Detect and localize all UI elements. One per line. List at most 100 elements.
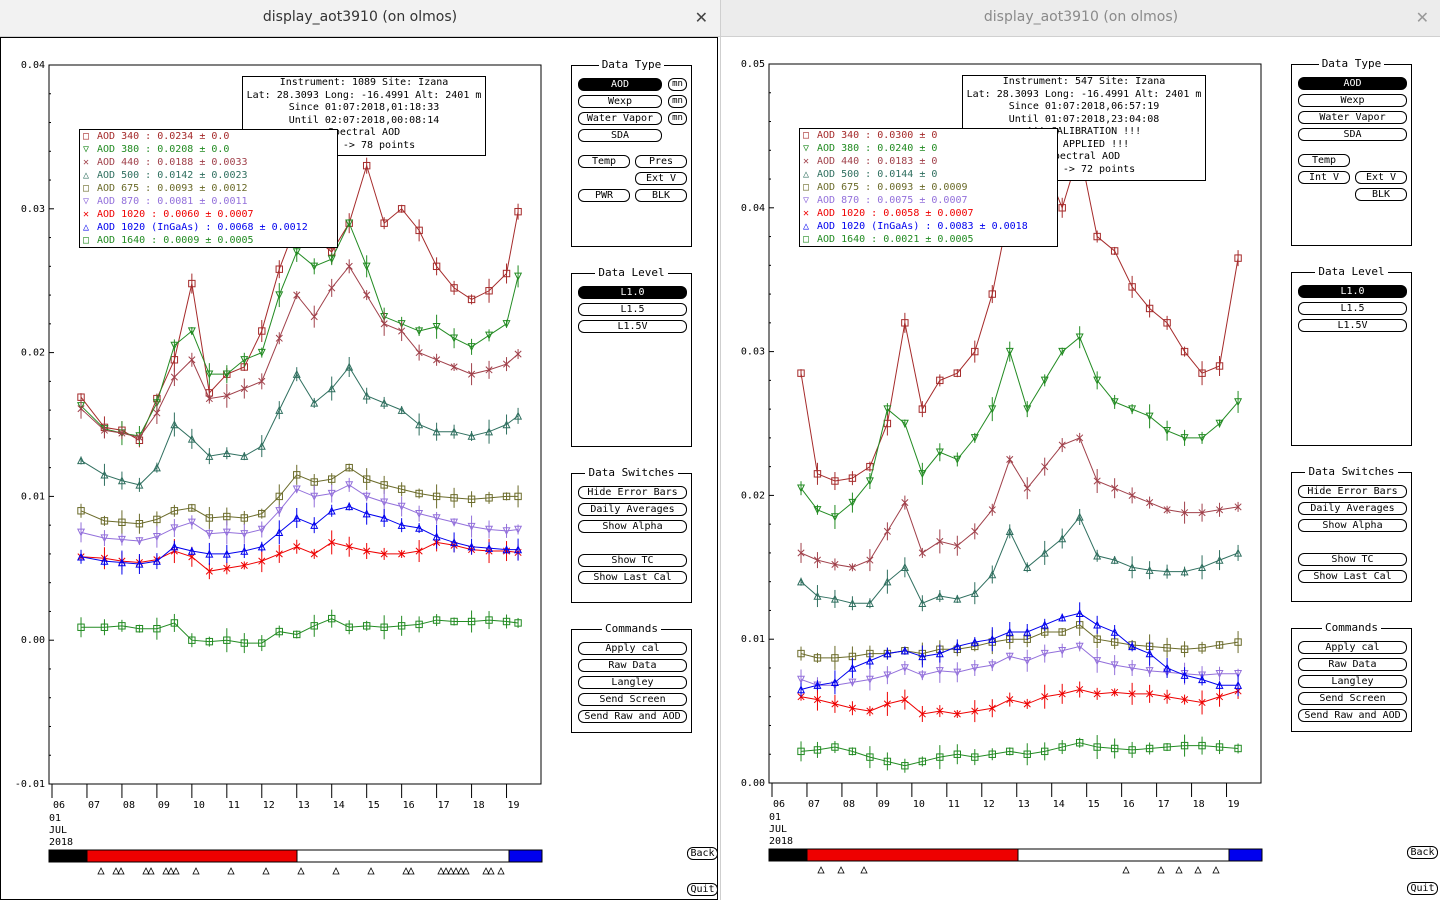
- send-screen-button[interactable]: Send Screen: [578, 693, 687, 706]
- hide-error-bars-button[interactable]: Hide Error Bars: [578, 486, 687, 499]
- data-point: [170, 507, 179, 515]
- data-point: [1005, 527, 1014, 536]
- blk-button[interactable]: BLK: [635, 189, 687, 202]
- ext-v-button[interactable]: Ext V: [635, 172, 687, 185]
- l15-button[interactable]: L1.5: [1298, 302, 1407, 315]
- temp-button[interactable]: Temp: [1298, 154, 1350, 167]
- apply-cal-button[interactable]: Apply cal: [1298, 641, 1407, 654]
- sda-button[interactable]: SDA: [578, 129, 662, 142]
- data-point: [170, 619, 179, 627]
- data-point: [502, 320, 511, 329]
- data-point: [485, 525, 494, 534]
- water-vapor-mn-button[interactable]: mn: [668, 112, 687, 125]
- show-alpha-button[interactable]: Show Alpha: [1298, 519, 1407, 532]
- wexp-button[interactable]: Wexp: [1298, 94, 1407, 107]
- water-vapor-button[interactable]: Water Vapor: [578, 112, 662, 125]
- data-point: [187, 546, 196, 555]
- raw-data-button[interactable]: Raw Data: [1298, 658, 1407, 671]
- daily-averages-button[interactable]: Daily Averages: [578, 503, 687, 516]
- x-tick-label: 09: [158, 800, 170, 811]
- series-group: [797, 641, 1243, 694]
- data-point: [988, 506, 996, 514]
- show-last-cal-button[interactable]: Show Last Cal: [1298, 570, 1407, 583]
- close-icon[interactable]: ✕: [1415, 8, 1429, 27]
- data-point: [1058, 628, 1066, 636]
- raw-data-button[interactable]: Raw Data: [578, 659, 687, 672]
- wexp-button[interactable]: Wexp: [578, 95, 662, 108]
- show-tc-button[interactable]: Show TC: [1298, 553, 1407, 566]
- data-point: [900, 419, 909, 428]
- info-line: !!! CALIBRATION !!!: [1026, 126, 1142, 137]
- langley-button[interactable]: Langley: [1298, 675, 1407, 688]
- info-line: L1.0 -> 72 points: [1032, 163, 1136, 175]
- data-point: [467, 617, 476, 626]
- data-point: [953, 710, 961, 718]
- show-last-cal-button[interactable]: Show Last Cal: [578, 571, 687, 584]
- series-group: [77, 463, 522, 535]
- data-point: [1093, 657, 1102, 666]
- pres-button[interactable]: Pres: [635, 155, 687, 168]
- data-point: [258, 327, 266, 335]
- send-raw-aod-button[interactable]: Send Raw and AOD: [578, 710, 687, 723]
- titlebar[interactable]: display_aot3910 (on olmos) ✕: [0, 0, 720, 37]
- series-group: [77, 502, 523, 575]
- aod-button[interactable]: AOD: [578, 78, 662, 91]
- pwr-button[interactable]: PWR: [578, 189, 630, 202]
- data-point: [1128, 562, 1137, 571]
- data-point: [936, 707, 944, 715]
- show-alpha-button[interactable]: Show Alpha: [578, 520, 687, 533]
- l15v-button[interactable]: L1.5V: [578, 320, 687, 333]
- hide-error-bars-button[interactable]: Hide Error Bars: [1298, 485, 1407, 498]
- data-point: [153, 624, 161, 633]
- legend-entry: ▽ AOD 870 : 0.0075 ± 0.0007: [803, 194, 1057, 207]
- triangle-down-marker-icon: ▽: [803, 195, 810, 206]
- blk-button[interactable]: BLK: [1355, 188, 1407, 201]
- data-point: [205, 395, 213, 403]
- series-group: [797, 326, 1243, 529]
- quit-button[interactable]: Quit: [1407, 882, 1438, 895]
- aod-mn-button[interactable]: mn: [668, 78, 687, 91]
- ext-v-button[interactable]: Ext V: [1355, 171, 1407, 184]
- l10-button[interactable]: L1.0: [578, 286, 687, 299]
- data-point: [380, 498, 389, 507]
- apply-cal-button[interactable]: Apply cal: [578, 642, 687, 655]
- legend-entry: □ AOD 675 : 0.0093 ± 0.0009: [803, 181, 1057, 194]
- data-point: [1180, 434, 1189, 443]
- water-vapor-button[interactable]: Water Vapor: [1298, 111, 1407, 124]
- l15-button[interactable]: L1.5: [578, 303, 687, 316]
- legend-label: AOD 1020 (InGaAs) : 0.0068 ± 0.0012: [97, 222, 308, 233]
- data-point: [328, 614, 336, 623]
- measurement-marker: [1212, 866, 1220, 874]
- data-point: [830, 513, 839, 522]
- data-point: [865, 598, 874, 607]
- data-point: [970, 637, 979, 646]
- wexp-mn-button[interactable]: mn: [668, 95, 687, 108]
- l10-button[interactable]: L1.0: [1298, 285, 1407, 298]
- int-v-button[interactable]: Int V: [1298, 171, 1350, 184]
- data-point: [1076, 434, 1084, 442]
- back-button[interactable]: Back: [1407, 846, 1438, 859]
- measurement-marker: [167, 867, 175, 875]
- send-raw-aod-button[interactable]: Send Raw and AOD: [1298, 709, 1407, 722]
- show-tc-button[interactable]: Show TC: [578, 554, 687, 567]
- x-tick-label: 19: [508, 800, 520, 811]
- data-point: [971, 347, 979, 356]
- close-icon[interactable]: ✕: [694, 8, 708, 27]
- data-point: [1093, 477, 1101, 485]
- aod-button[interactable]: AOD: [1298, 77, 1407, 90]
- temp-button[interactable]: Temp: [578, 155, 630, 168]
- data-point: [1005, 347, 1014, 356]
- send-screen-button[interactable]: Send Screen: [1298, 692, 1407, 705]
- sda-button[interactable]: SDA: [1298, 128, 1407, 141]
- data-point: [275, 492, 283, 501]
- quit-button[interactable]: Quit: [687, 883, 718, 896]
- titlebar[interactable]: display_aot3910 (on olmos) ✕: [721, 0, 1440, 37]
- back-button[interactable]: Back: [687, 847, 718, 860]
- langley-button[interactable]: Langley: [578, 676, 687, 689]
- data-point: [223, 564, 231, 572]
- daily-averages-button[interactable]: Daily Averages: [1298, 502, 1407, 515]
- data-point: [257, 542, 266, 551]
- data-point: [935, 649, 944, 658]
- l15v-button[interactable]: L1.5V: [1298, 319, 1407, 332]
- data-point: [135, 559, 144, 568]
